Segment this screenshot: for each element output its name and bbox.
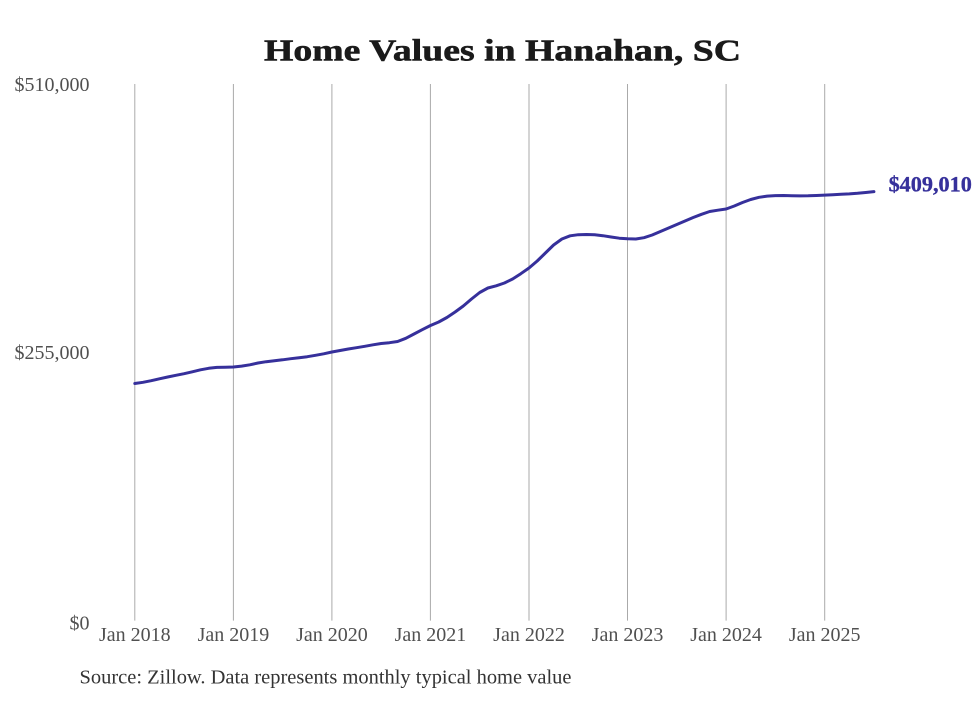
svg-text:$510,000: $510,000 <box>15 74 90 96</box>
svg-text:Jan 2021: Jan 2021 <box>395 624 467 646</box>
svg-text:Jan 2020: Jan 2020 <box>296 624 368 646</box>
svg-text:$0: $0 <box>70 613 90 635</box>
svg-text:Home Values in Hanahan, SC: Home Values in Hanahan, SC <box>264 33 741 68</box>
svg-text:Jan 2023: Jan 2023 <box>592 624 664 646</box>
svg-text:Jan 2022: Jan 2022 <box>493 624 565 646</box>
svg-text:$255,000: $255,000 <box>15 342 90 364</box>
svg-text:Jan 2025: Jan 2025 <box>789 624 861 646</box>
svg-text:Jan 2024: Jan 2024 <box>690 624 762 646</box>
svg-text:Source: Zillow. Data represent: Source: Zillow. Data represents monthly … <box>80 666 572 688</box>
svg-text:Jan 2018: Jan 2018 <box>99 624 171 646</box>
svg-text:Jan 2019: Jan 2019 <box>198 624 270 646</box>
svg-text:$409,010: $409,010 <box>889 171 972 196</box>
